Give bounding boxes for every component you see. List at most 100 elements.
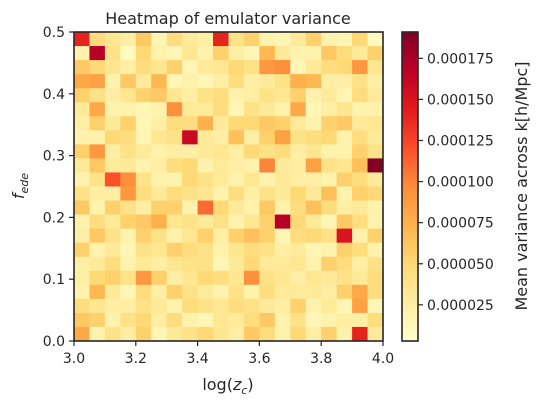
heatmap-cell	[243, 270, 260, 286]
heatmap-cell	[197, 144, 214, 159]
heatmap-cell	[89, 200, 106, 215]
heatmap-cell	[259, 256, 276, 272]
heatmap-cell	[104, 88, 121, 103]
heatmap-cell	[336, 214, 353, 230]
heatmap-cell	[89, 326, 106, 342]
heatmap-cell	[321, 46, 338, 61]
heatmap-cell	[120, 88, 137, 103]
heatmap-cell	[89, 172, 106, 187]
heatmap-cell	[228, 32, 245, 47]
heatmap-cell	[197, 186, 214, 201]
heatmap-cell	[367, 284, 384, 300]
heatmap-cell	[228, 298, 245, 314]
x-tick-label: 3.8	[310, 351, 332, 367]
heatmap-cell	[135, 130, 152, 145]
heatmap-cell	[74, 186, 90, 201]
heatmap-cell	[352, 214, 368, 230]
heatmap-cell	[352, 158, 368, 173]
heatmap-cell	[120, 256, 137, 272]
heatmap-cell	[243, 200, 260, 215]
heatmap-cell	[321, 256, 338, 272]
heatmap-cell	[228, 228, 245, 244]
heatmap-cell	[228, 326, 245, 342]
heatmap-cell	[104, 270, 121, 286]
heatmap-cell	[135, 158, 152, 173]
heatmap-cell	[321, 60, 338, 75]
heatmap-cell	[259, 144, 276, 159]
heatmap-cell	[197, 298, 214, 314]
heatmap-cell	[367, 200, 384, 215]
heatmap-cell	[243, 284, 260, 300]
heatmap-cell	[166, 116, 183, 131]
heatmap-cell	[120, 284, 137, 300]
heatmap-cell	[259, 32, 276, 47]
heatmap-cell	[305, 214, 322, 230]
heatmap-cell	[120, 298, 137, 314]
heatmap-cell	[74, 172, 90, 187]
heatmap-cell	[290, 32, 307, 47]
heatmap-cell	[259, 270, 276, 286]
heatmap-cell	[259, 116, 276, 131]
heatmap-cell	[74, 144, 90, 159]
heatmap-cell	[104, 284, 121, 300]
heatmap-cell	[104, 214, 121, 230]
heatmap-cell	[228, 88, 245, 103]
heatmap-cell	[352, 298, 368, 314]
heatmap-cell	[120, 242, 137, 258]
heatmap-cell	[274, 158, 291, 173]
heatmap-cell	[213, 270, 229, 286]
heatmap-cell	[352, 102, 368, 117]
heatmap-cell	[197, 172, 214, 187]
heatmap-cell	[336, 270, 353, 286]
heatmap-cell	[104, 144, 121, 159]
heatmap-cell	[243, 172, 260, 187]
heatmap-cell	[321, 200, 338, 215]
heatmap-cell	[120, 214, 137, 230]
heatmap-cell	[321, 242, 338, 258]
heatmap-cell	[274, 102, 291, 117]
heatmap-cell	[274, 242, 291, 258]
heatmap-cell	[197, 312, 214, 328]
heatmap-cell	[166, 74, 183, 89]
heatmap-cell	[89, 186, 106, 201]
heatmap-cell	[336, 116, 353, 131]
heatmap-cell	[197, 74, 214, 89]
heatmap-cell	[305, 88, 322, 103]
heatmap-cell	[151, 284, 168, 300]
heatmap-cell	[151, 130, 168, 145]
heatmap-cell	[243, 256, 260, 272]
heatmap-cell	[305, 326, 322, 342]
heatmap-cell	[336, 186, 353, 201]
heatmap-cell	[182, 200, 198, 215]
heatmap-cell	[321, 74, 338, 89]
heatmap-cell	[228, 256, 245, 272]
heatmap-cell	[74, 214, 90, 230]
heatmap-cell	[259, 186, 276, 201]
heatmap-cell	[135, 186, 152, 201]
heatmap-cell	[135, 32, 152, 47]
heatmap-cell	[228, 214, 245, 230]
heatmap-cell	[274, 326, 291, 342]
heatmap-cell	[352, 32, 368, 47]
heatmap-cell	[166, 46, 183, 61]
heatmap-cell	[120, 200, 137, 215]
heatmap-cell	[74, 60, 90, 75]
heatmap-cell	[259, 312, 276, 328]
heatmap-cell	[213, 200, 229, 215]
heatmap-cell	[228, 74, 245, 89]
heatmap-cell	[336, 130, 353, 145]
heatmap-cell	[120, 74, 137, 89]
heatmap-cell	[321, 186, 338, 201]
heatmap-cell	[151, 200, 168, 215]
heatmap-cell	[89, 144, 106, 159]
heatmap-cell	[151, 228, 168, 244]
heatmap-cell	[321, 312, 338, 328]
heatmap-cell	[197, 242, 214, 258]
heatmap-cell	[104, 312, 121, 328]
x-tick-label: 3.2	[125, 351, 147, 367]
heatmap-cell	[305, 102, 322, 117]
heatmap-cell	[197, 102, 214, 117]
heatmap-cell	[89, 74, 106, 89]
heatmap-cell	[336, 60, 353, 75]
chart-title: Heatmap of emulator variance	[105, 9, 351, 28]
